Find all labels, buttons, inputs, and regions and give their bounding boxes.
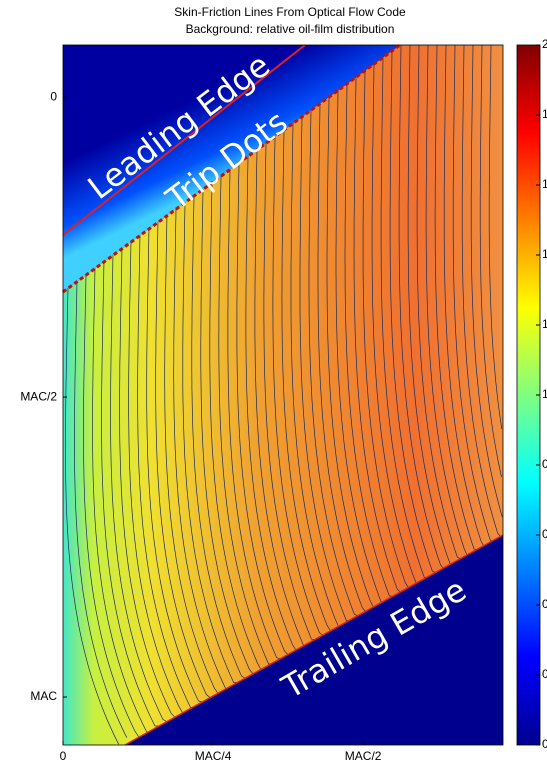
streamline — [254, 149, 304, 646]
streamline — [218, 176, 273, 665]
y-tick-label: MAC/2 — [20, 389, 57, 403]
streamline — [407, 44, 451, 565]
x-tick-label: 0 — [60, 749, 67, 763]
streamline — [164, 215, 219, 694]
plot-frame — [62, 44, 504, 746]
x-tick-label: MAC/2 — [345, 749, 382, 763]
streamline — [110, 255, 168, 723]
streamline — [227, 169, 281, 660]
colorbar-tick-label: 1 — [542, 387, 547, 401]
streamlines — [65, 44, 503, 745]
streamline — [308, 110, 358, 617]
streamline — [191, 195, 246, 679]
streamline — [434, 44, 477, 550]
streamline — [65, 288, 120, 745]
streamline — [353, 77, 401, 593]
streamline — [299, 116, 350, 622]
colorbar-tick-label: 1 — [542, 107, 547, 121]
y-tick-label: 0 — [50, 89, 57, 103]
chart-title: Skin-Friction Lines From Optical Flow Co… — [174, 5, 406, 19]
streamline — [101, 261, 160, 727]
streamline — [155, 222, 211, 698]
streamline — [317, 103, 366, 612]
streamline — [173, 209, 227, 690]
streamline — [236, 162, 289, 655]
upstream-region — [63, 45, 400, 292]
streamline — [488, 44, 503, 430]
streamline — [83, 275, 140, 738]
streamline — [74, 281, 128, 738]
oil-film-field — [63, 45, 503, 745]
colorbar-tick-label: 0 — [542, 737, 547, 751]
colorbar-tick-label: 2 — [542, 37, 547, 51]
streamline — [245, 156, 297, 651]
colorbar-tick-label: 0 — [542, 667, 547, 681]
streamline — [335, 90, 385, 603]
streamline — [200, 189, 254, 675]
colorbar-tick-label: 1 — [542, 177, 547, 191]
streamline — [209, 182, 262, 670]
colorbar-tick-label: 0 — [542, 457, 547, 471]
colorbar-tick-label: 1 — [542, 317, 547, 331]
colorbar-tick-label: 0 — [542, 527, 547, 541]
streamline — [371, 64, 417, 584]
streamline — [425, 44, 468, 556]
leading-edge-line — [62, 44, 306, 236]
streamline — [92, 268, 152, 733]
streamline — [263, 143, 315, 640]
streamline — [128, 242, 184, 714]
streamline — [452, 44, 494, 542]
streamline — [416, 44, 461, 560]
streamline — [281, 129, 331, 631]
colorbar-tick-label: 0 — [542, 597, 547, 611]
streamline — [470, 44, 503, 518]
streamline — [182, 202, 238, 683]
streamline — [272, 136, 324, 636]
streamline — [290, 123, 339, 627]
chart-subtitle: Background: relative oil-film distributi… — [186, 22, 395, 36]
colorbar-tick-label: 1 — [542, 247, 547, 261]
streamline — [137, 235, 195, 709]
streamline — [344, 83, 393, 597]
streamline — [398, 44, 444, 569]
trailing-edge-line — [124, 534, 504, 746]
streamline — [146, 228, 203, 703]
y-tick-label: MAC — [30, 689, 57, 703]
streamline — [389, 50, 436, 573]
streamline — [119, 248, 176, 718]
streamline — [461, 44, 501, 537]
streamline — [326, 96, 374, 608]
streamline — [380, 57, 428, 578]
x-tick-label: MAC/4 — [195, 749, 232, 763]
streamline — [479, 44, 502, 478]
streamline — [443, 44, 484, 546]
streamline — [362, 70, 409, 588]
